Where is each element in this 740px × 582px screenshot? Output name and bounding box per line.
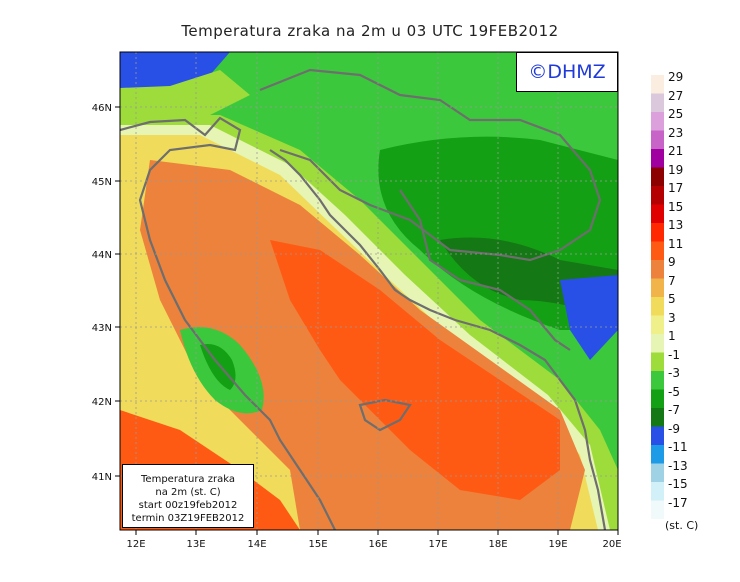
legend-swatch [651, 408, 664, 427]
info-line: termin 03Z19FEB2012 [131, 513, 245, 524]
legend-swatch [651, 334, 664, 353]
legend-label: -9 [668, 421, 680, 436]
legend-label: -13 [668, 458, 688, 473]
lon-label: 14E [247, 539, 266, 550]
field-green-nw [120, 70, 250, 120]
lat-label: 44N [92, 250, 112, 261]
lat-label: 46N [92, 103, 112, 114]
lon-label: 20E [602, 539, 621, 550]
lat-label: 45N [92, 177, 112, 188]
legend-label: 21 [668, 144, 684, 158]
legend-swatch [651, 149, 664, 168]
legend-swatch [651, 186, 664, 205]
info-line: start 00z19feb2012 [138, 500, 238, 511]
lon-label: 13E [186, 539, 205, 550]
legend-label: 7 [668, 273, 676, 288]
legend-unit: (st. C) [665, 519, 699, 532]
border-bosnia [399, 189, 571, 351]
legend-label: -5 [668, 384, 680, 399]
legend-swatch [651, 315, 664, 334]
legend-swatch [651, 463, 664, 482]
border-inland [259, 68, 602, 262]
legend-swatch [651, 75, 664, 94]
copyright-logo: ©DHMZ [516, 52, 618, 92]
field-dark-green-italy [200, 344, 236, 390]
field-blue-nw [120, 52, 230, 92]
legend-label: 15 [668, 199, 684, 214]
legend-label: 27 [668, 88, 684, 103]
coastline-gargano [358, 398, 412, 432]
legend-colorbar [651, 75, 664, 519]
legend-label: 25 [668, 107, 684, 121]
legend-swatch [651, 167, 664, 186]
legend-label: 1 [668, 329, 676, 343]
legend-swatch [651, 500, 664, 519]
legend-swatch [651, 352, 664, 371]
legend-label: -11 [668, 440, 688, 454]
info-line: na 2m (st. C) [155, 487, 221, 498]
legend-swatch [651, 389, 664, 408]
field-blue-east [560, 275, 618, 360]
legend-label: 5 [668, 292, 676, 306]
legend-swatch [651, 204, 664, 223]
lon-label: 17E [428, 539, 447, 550]
legend-label: 9 [668, 255, 676, 269]
legend-label: -3 [668, 366, 680, 380]
legend-swatch [651, 93, 664, 112]
legend-swatch [651, 241, 664, 260]
info-box: Temperatura zraka na 2m (st. C) start 00… [122, 464, 254, 528]
lon-label: 18E [488, 539, 507, 550]
legend-swatch [651, 278, 664, 297]
legend-label: -15 [668, 477, 688, 491]
lat-label: 43N [92, 323, 112, 334]
legend-swatch [651, 371, 664, 390]
map-title: Temperatura zraka na 2m u 03 UTC 19FEB20… [181, 22, 559, 40]
legend-label: -17 [668, 495, 688, 510]
plot-frame [119, 51, 619, 531]
info-line: Temperatura zraka [141, 474, 235, 485]
lon-label: 15E [308, 539, 327, 550]
lon-label: 19E [548, 539, 567, 550]
legend-label: 23 [668, 125, 684, 140]
legend-swatch [651, 482, 664, 501]
legend-swatch [651, 130, 664, 149]
legend-label: 19 [668, 162, 684, 177]
legend-label: 11 [668, 236, 684, 251]
legend-swatch [651, 223, 664, 242]
legend-label: -7 [668, 403, 680, 417]
legend-label: -1 [668, 347, 680, 362]
coastline-italy [120, 116, 336, 530]
legend-swatch [651, 112, 664, 131]
coastline-east-adriatic [269, 149, 607, 530]
lon-label: 12E [126, 539, 145, 550]
lat-label: 41N [92, 472, 112, 483]
lat-label: 42N [92, 397, 112, 408]
legend-label: 17 [668, 181, 684, 195]
legend-swatch [651, 445, 664, 464]
lon-label: 16E [368, 539, 387, 550]
legend-label: 13 [668, 218, 684, 232]
legend-swatch [651, 426, 664, 445]
legend-swatch [651, 297, 664, 316]
legend-label: 29 [668, 70, 684, 84]
legend-swatch [651, 260, 664, 279]
field-dark-orange-core [270, 240, 560, 500]
legend-label: 3 [668, 310, 676, 325]
